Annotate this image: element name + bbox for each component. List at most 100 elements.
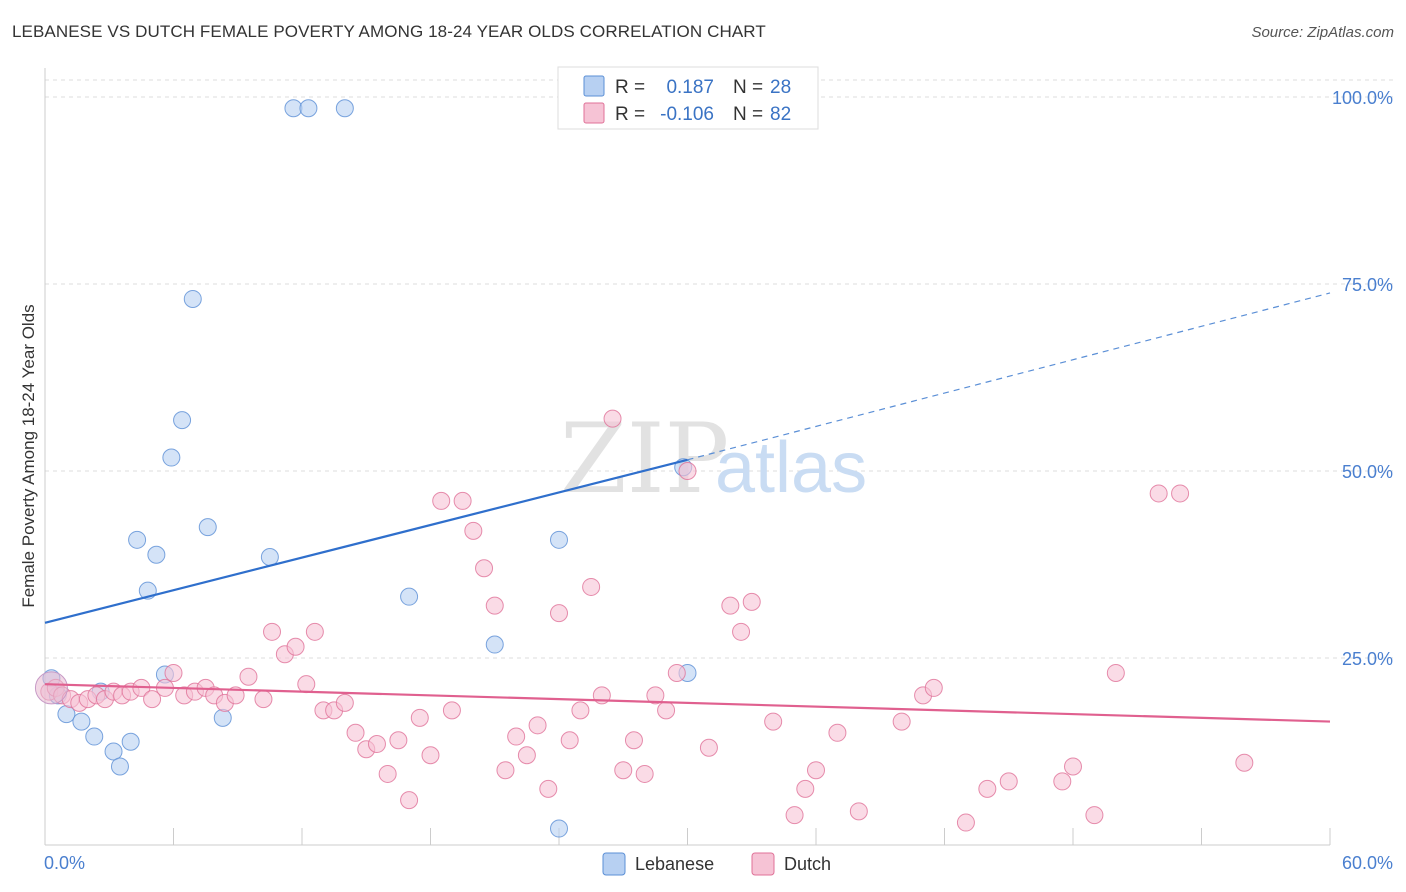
dutch-point	[297, 675, 316, 694]
lebanese-point	[147, 545, 166, 564]
points-layer	[34, 99, 1254, 838]
dutch-point	[346, 723, 365, 742]
stats-r-value-0: 0.187	[666, 77, 714, 98]
chart-title: LEBANESE VS DUTCH FEMALE POVERTY AMONG 1…	[12, 22, 766, 41]
lebanese-point	[110, 757, 129, 776]
lebanese-trend-line	[44, 458, 688, 624]
stats-r-label-1: R =	[615, 104, 645, 125]
stats-n-label-0: N =	[733, 77, 763, 98]
legend: Lebanese Dutch	[602, 852, 831, 876]
dutch-point	[571, 701, 590, 720]
dutch-point	[528, 716, 547, 735]
dutch-point	[335, 693, 354, 712]
dutch-point	[828, 723, 847, 742]
dutch-point	[999, 772, 1018, 791]
dutch-point	[164, 663, 183, 682]
dutch-point	[263, 622, 282, 641]
dutch-point	[1235, 753, 1254, 772]
dutch-point	[807, 761, 825, 780]
lebanese-point	[485, 635, 504, 654]
lebanese-point	[213, 708, 232, 727]
dutch-point	[432, 491, 451, 510]
dutch-point	[1106, 663, 1125, 682]
dutch-point	[442, 701, 461, 720]
lebanese-point	[198, 518, 217, 537]
stats-n-label-1: N =	[733, 104, 763, 125]
dutch-point	[239, 667, 258, 686]
axes	[44, 68, 1331, 846]
dutch-point	[603, 409, 622, 428]
dutch-point	[305, 622, 324, 641]
dutch-point	[1064, 757, 1082, 776]
cluster-point	[34, 671, 68, 705]
y-tick-label: 50.0%	[1342, 462, 1393, 482]
x-tick-label: 0.0%	[44, 853, 85, 873]
dutch-point	[560, 731, 579, 750]
y-tick-label: 75.0%	[1342, 275, 1393, 295]
dutch-point	[582, 577, 601, 596]
dutch-point	[924, 678, 943, 697]
dutch-point	[1085, 806, 1104, 825]
stats-swatch-dutch	[583, 102, 605, 124]
dutch-point	[796, 779, 815, 798]
dutch-point	[421, 746, 440, 765]
dutch-point	[624, 731, 643, 750]
dutch-point	[453, 491, 472, 510]
stats-legend: R = 0.187 N = 28 R = -0.106 N = 82	[557, 66, 819, 130]
dutch-point	[635, 764, 654, 783]
dutch-point	[475, 559, 494, 578]
dutch-point	[286, 637, 305, 656]
lebanese-point	[173, 411, 192, 430]
y-tick-labels: 25.0% 50.0% 75.0% 100.0%	[1332, 88, 1393, 669]
dutch-point	[678, 462, 697, 480]
lebanese-trend-extension	[687, 292, 1331, 461]
dutch-point	[1149, 484, 1168, 503]
dutch-point	[507, 727, 526, 746]
dutch-point	[389, 731, 408, 750]
lebanese-point	[85, 727, 104, 746]
lebanese-point	[121, 732, 140, 751]
lebanese-point	[162, 448, 181, 467]
y-axis-label: Female Poverty Among 18-24 Year Olds	[19, 304, 38, 607]
dutch-point	[699, 738, 718, 757]
dutch-point	[646, 686, 665, 705]
dutch-point	[849, 802, 868, 821]
dutch-point	[956, 813, 975, 832]
legend-swatch-dutch	[751, 852, 775, 876]
watermark: ZIP atlas	[560, 403, 867, 515]
dutch-point	[764, 712, 783, 731]
dutch-point	[517, 746, 536, 765]
watermark-atlas: atlas	[715, 428, 867, 508]
source-label: Source: ZipAtlas.com	[1251, 24, 1394, 41]
dutch-point	[496, 761, 515, 780]
dutch-point	[485, 596, 504, 615]
dutch-point	[143, 690, 162, 709]
dutch-point	[254, 690, 273, 709]
lebanese-point	[104, 742, 123, 761]
x-tick-label: 60.0%	[1342, 853, 1393, 873]
dutch-point	[742, 592, 761, 611]
x-tick-labels: 0.0% 60.0%	[44, 853, 1393, 873]
dutch-point	[1171, 484, 1190, 503]
stats-r-value-1: -0.106	[660, 104, 714, 125]
dutch-point	[226, 686, 245, 705]
lebanese-point	[260, 548, 279, 567]
dutch-point	[400, 791, 419, 810]
watermark-zip: ZIP	[560, 403, 729, 515]
legend-label-dutch: Dutch	[784, 854, 831, 874]
lebanese-point	[183, 289, 202, 308]
lebanese-point	[128, 530, 147, 549]
dutch-point	[978, 779, 997, 798]
dutch-point	[539, 779, 558, 798]
dutch-point	[367, 735, 386, 754]
stats-r-label-0: R =	[615, 77, 645, 98]
dutch-point	[892, 712, 911, 731]
dutch-trend-line	[44, 683, 1331, 723]
dutch-point	[667, 663, 686, 682]
lebanese-point	[299, 99, 318, 118]
dutch-point	[614, 761, 633, 780]
lebanese-point	[400, 587, 419, 606]
stats-swatch-lebanese	[583, 75, 605, 97]
dutch-point	[464, 521, 483, 540]
